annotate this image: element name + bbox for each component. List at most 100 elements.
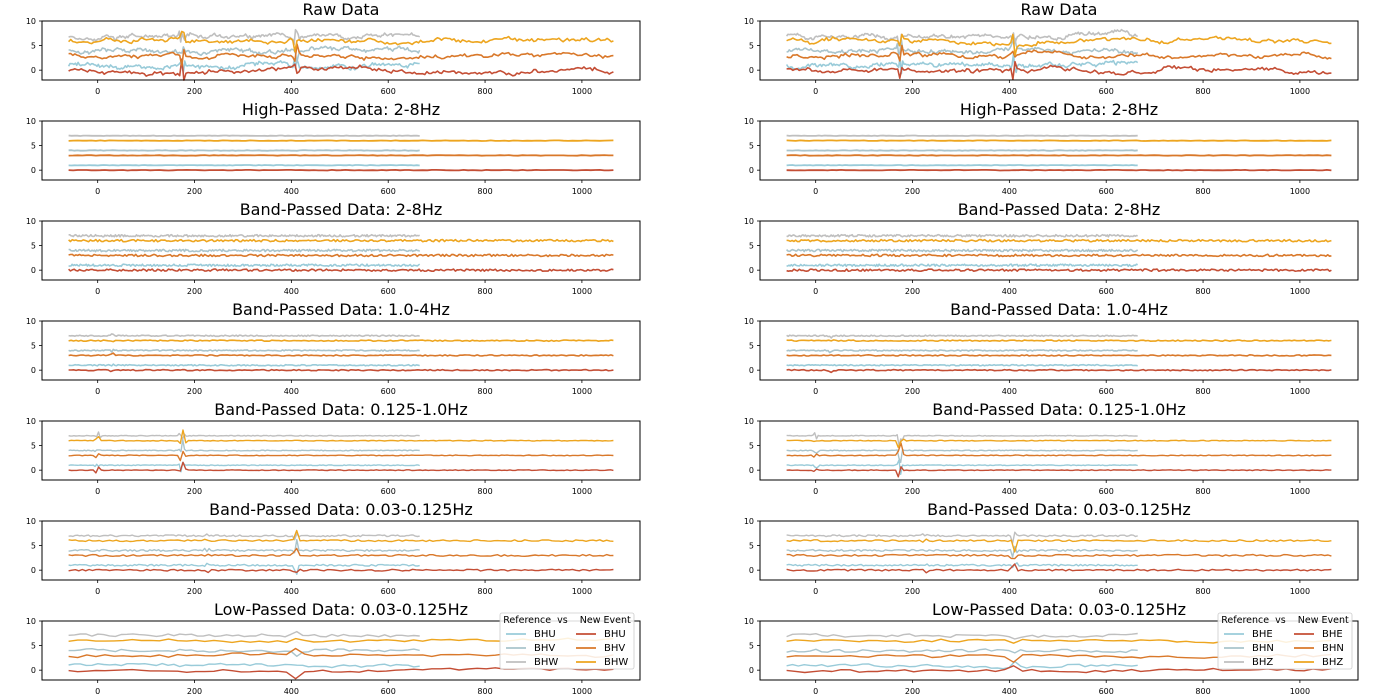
x-tick-label: 0 [95, 487, 100, 496]
new_event-series-line [786, 553, 1332, 560]
y-tick-label: 0 [31, 66, 36, 75]
reference-series-line [68, 248, 421, 253]
legend-entry: BHE [1252, 629, 1273, 640]
axes-frame [759, 520, 1359, 581]
x-tick-label: 400 [284, 287, 299, 296]
panel-title: Band-Passed Data: 0.03-0.125Hz [209, 500, 473, 519]
new_event-series-line [68, 154, 614, 157]
x-tick-label: 600 [1099, 487, 1114, 496]
x-tick-label: 800 [1195, 187, 1210, 196]
y-tick-label: 0 [31, 366, 36, 375]
panel-title: Band-Passed Data: 1.0-4Hz [950, 300, 1168, 319]
legend-entry: BHW [604, 657, 628, 668]
x-tick-label: 400 [284, 387, 299, 396]
reference-series-line [786, 134, 1138, 137]
new_event-series-line [68, 547, 614, 557]
x-tick-label: 200 [187, 287, 202, 296]
x-tick-label: 1000 [1290, 187, 1310, 196]
panel: Band-Passed Data: 2-8Hz 0 200 400 600 800 1000… [26, 200, 641, 296]
legend-entry: BHN [1322, 643, 1344, 654]
new_event-series-line [68, 169, 614, 172]
x-tick-label: 800 [1195, 487, 1210, 496]
reference-series-line [68, 438, 420, 453]
panel: Raw Data 0 200 400 600 800 1000 0 5 10 [744, 0, 1359, 96]
x-tick-label: 400 [1002, 387, 1017, 396]
new_event-series-line [786, 368, 1332, 374]
panel-title: Band-Passed Data: 0.03-0.125Hz [927, 500, 1191, 519]
y-tick-label: 5 [749, 242, 754, 251]
y-tick-label: 10 [744, 417, 754, 426]
x-tick-label: 400 [1002, 87, 1017, 96]
reference-series-line [786, 648, 1138, 654]
x-tick-label: 800 [477, 587, 492, 596]
x-tick-label: 1000 [572, 687, 592, 696]
x-tick-label: 0 [95, 187, 100, 196]
legend-title: Reference vs New Event [503, 615, 631, 626]
reference-series-line [68, 164, 420, 167]
axes-frame [759, 320, 1359, 381]
reference-series-line [786, 531, 1138, 544]
legend-title: Reference vs New Event [1221, 615, 1349, 626]
x-tick-label: 800 [477, 287, 492, 296]
y-tick-label: 5 [31, 342, 36, 351]
x-tick-label: 600 [381, 587, 396, 596]
new_event-series-line [786, 169, 1332, 172]
x-tick-label: 800 [1195, 687, 1210, 696]
x-tick-label: 800 [1195, 387, 1210, 396]
x-tick-label: 200 [187, 187, 202, 196]
reference-series-line [786, 363, 1138, 367]
y-tick-label: 0 [749, 566, 754, 575]
x-tick-label: 1000 [1290, 387, 1310, 396]
y-tick-label: 5 [31, 542, 36, 551]
x-tick-label: 600 [381, 687, 396, 696]
new_event-series-line [68, 238, 614, 243]
x-tick-label: 0 [813, 687, 818, 696]
legend-entry: BHU [604, 629, 626, 640]
x-tick-label: 600 [1099, 387, 1114, 396]
axes-frame [759, 420, 1359, 481]
x-tick-label: 800 [1195, 87, 1210, 96]
y-tick-label: 10 [26, 117, 36, 126]
panel-title: Raw Data [1021, 0, 1098, 19]
legend-box [1217, 612, 1353, 670]
reference-series-line [68, 532, 420, 541]
x-tick-label: 400 [1002, 187, 1017, 196]
panel: Raw Data 0 200 400 600 800 1000 0 5 10 [26, 0, 641, 96]
reference-series-line [786, 149, 1138, 152]
y-tick-label: 0 [749, 366, 754, 375]
reference-series-line [786, 660, 1138, 670]
axes-frame [41, 120, 641, 181]
y-tick-label: 0 [31, 566, 36, 575]
x-tick-label: 200 [905, 587, 920, 596]
y-tick-label: 5 [31, 442, 36, 451]
x-tick-label: 1000 [1290, 487, 1310, 496]
x-tick-label: 0 [813, 587, 818, 596]
reference-series-line [786, 233, 1138, 238]
new_event-series-line [68, 339, 614, 343]
panel-title: High-Passed Data: 2-8Hz [242, 100, 440, 119]
x-tick-label: 600 [381, 187, 396, 196]
x-tick-label: 1000 [572, 587, 592, 596]
legend-entry: BHU [534, 629, 556, 640]
reference-series-line [68, 562, 420, 575]
x-tick-label: 600 [1099, 87, 1114, 96]
reference-series-line [786, 263, 1139, 268]
new_event-series-line [68, 461, 614, 474]
x-tick-label: 600 [1099, 687, 1114, 696]
panel-title: Band-Passed Data: 0.125-1.0Hz [214, 400, 467, 419]
axes-frame [41, 320, 641, 381]
new_event-series-line [68, 529, 614, 543]
panel-title: High-Passed Data: 2-8Hz [960, 100, 1158, 119]
x-tick-label: 200 [905, 387, 920, 396]
y-tick-label: 10 [744, 617, 754, 626]
legend-entry: BHV [534, 643, 555, 654]
x-tick-label: 800 [1195, 587, 1210, 596]
x-tick-label: 200 [187, 87, 202, 96]
x-tick-label: 0 [813, 87, 818, 96]
new_event-series-line [68, 352, 614, 357]
new_event-series-line [68, 253, 614, 258]
x-tick-label: 0 [813, 187, 818, 196]
axes-frame [759, 620, 1359, 681]
panel: Low-Passed Data: 0.03-0.125Hz 0 200 400 600 8… [26, 600, 641, 696]
x-tick-label: 1000 [572, 387, 592, 396]
